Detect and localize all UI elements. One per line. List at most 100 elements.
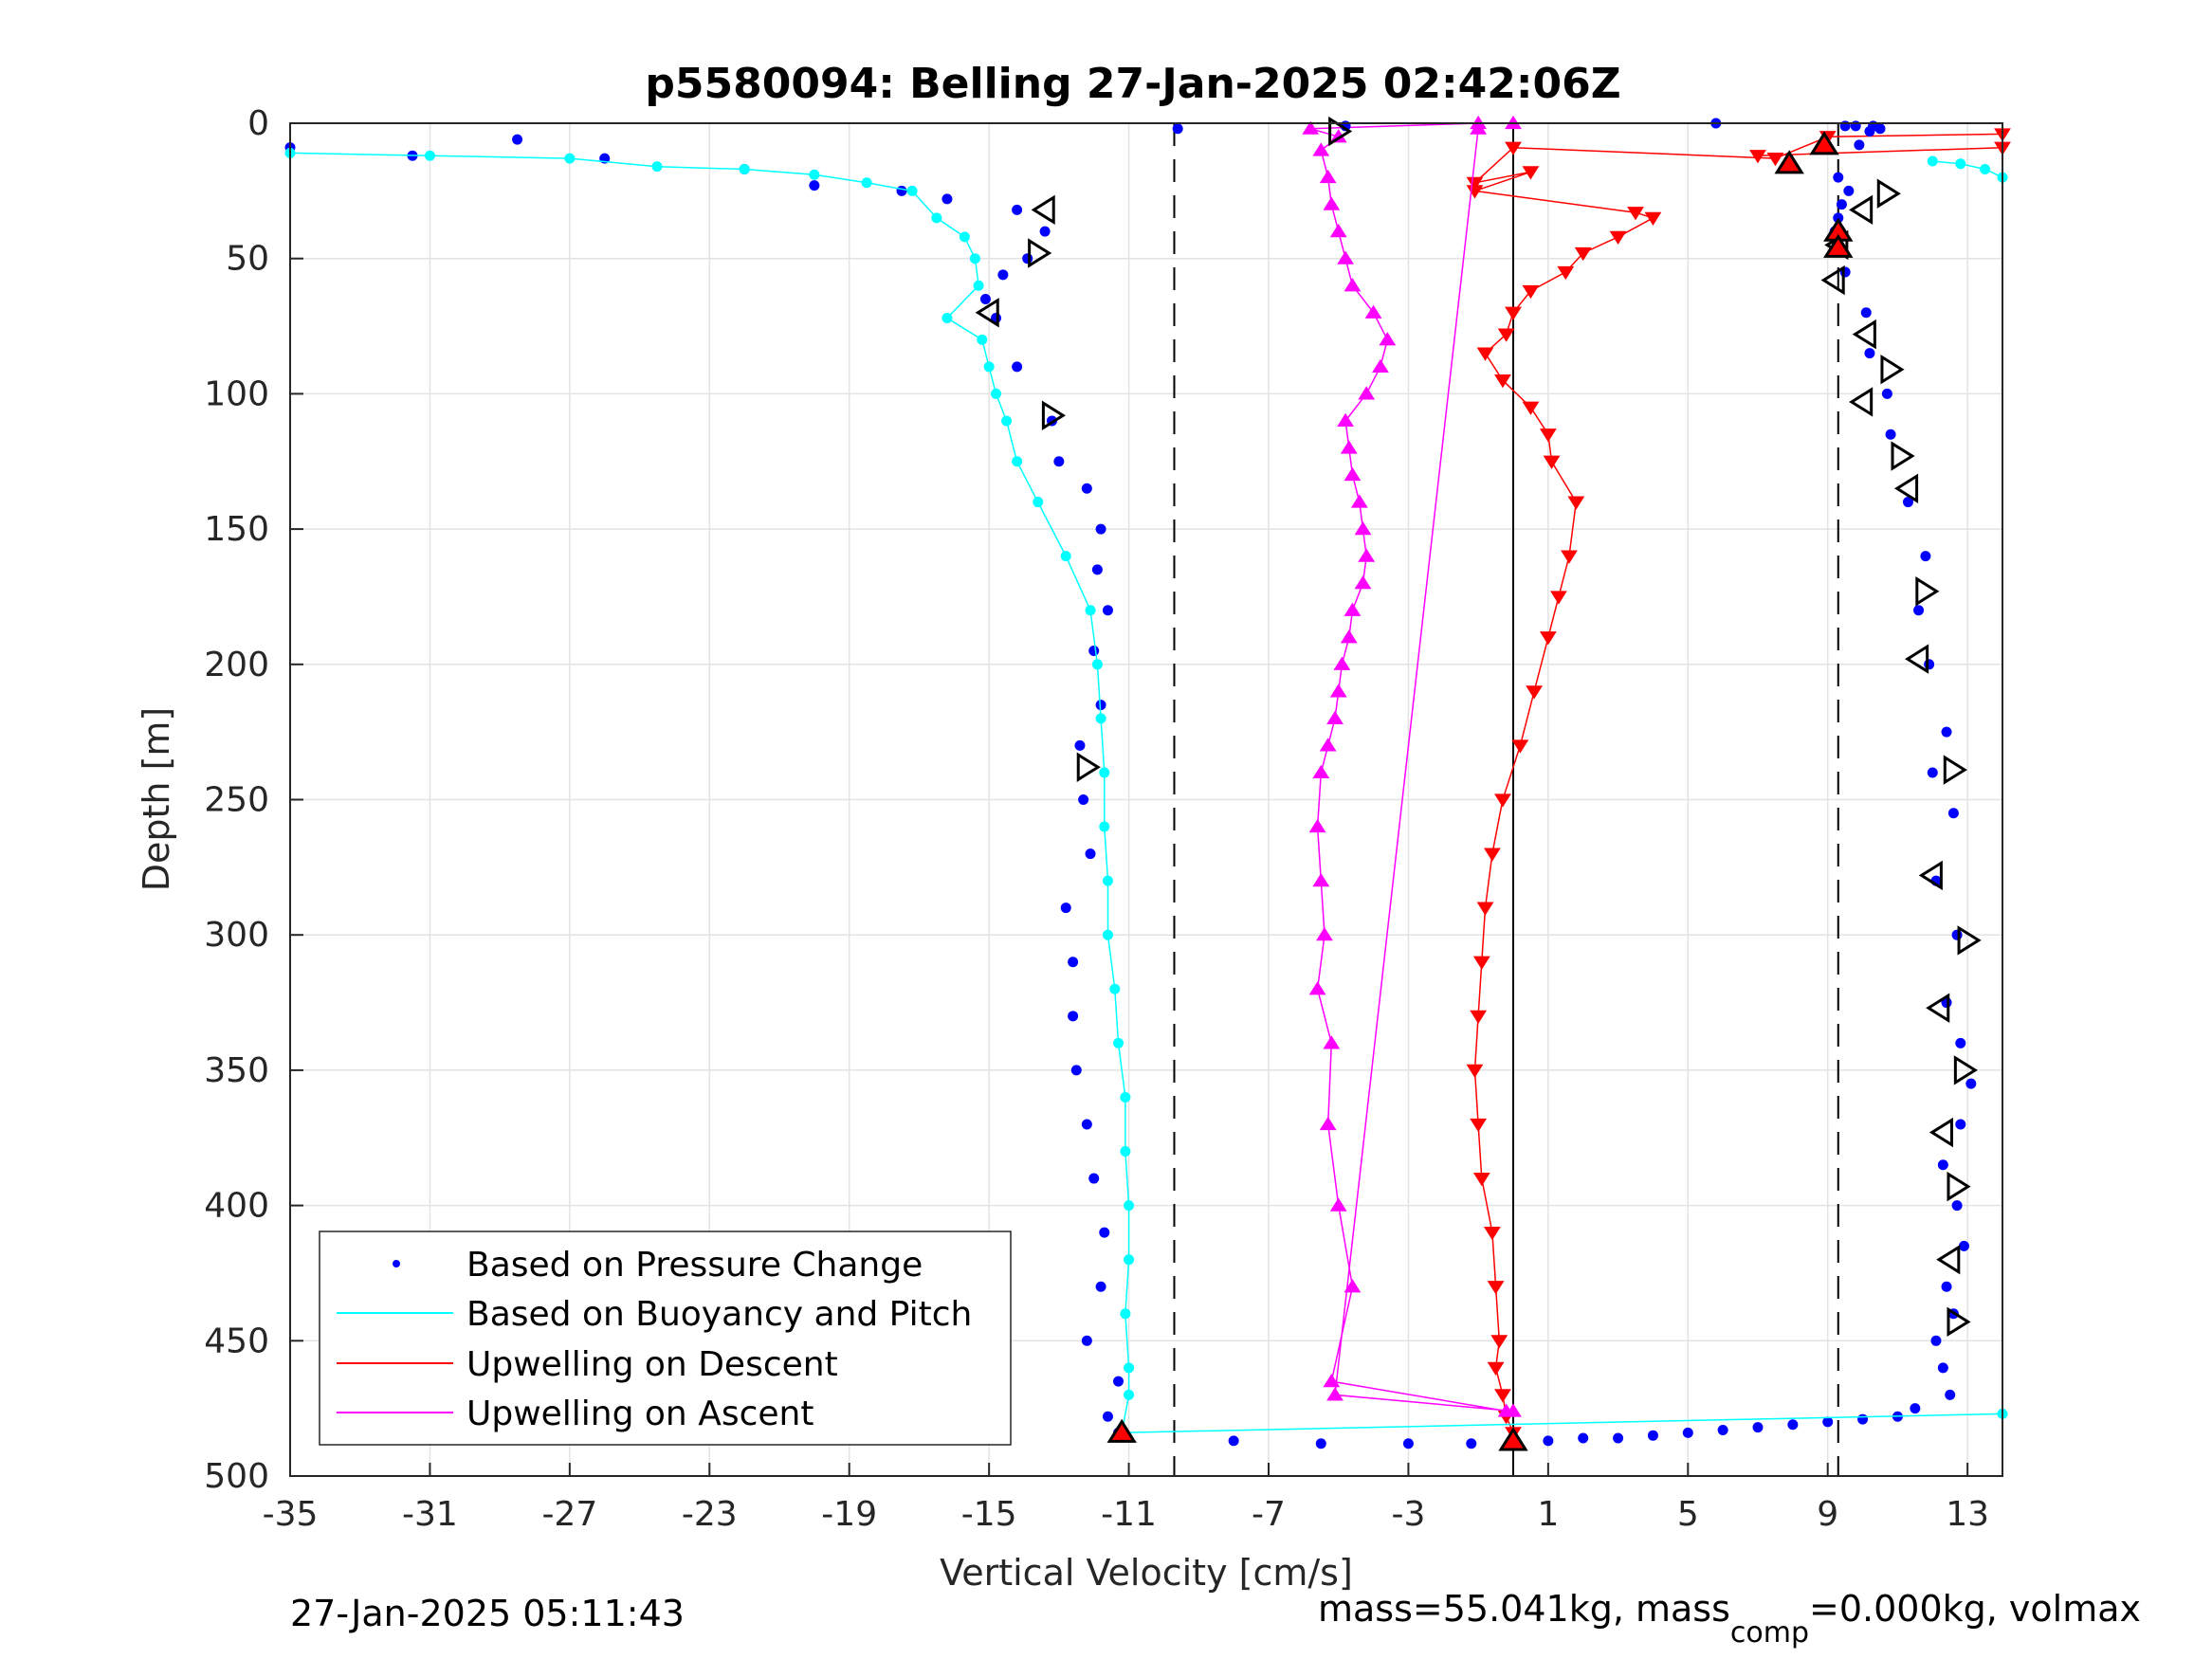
data-point xyxy=(1095,713,1106,724)
x-tick-label: -23 xyxy=(682,1495,738,1534)
data-point xyxy=(1494,793,1511,808)
legend-box xyxy=(319,1231,1012,1446)
data-point xyxy=(1522,284,1540,300)
data-point xyxy=(1228,1435,1239,1447)
data-point xyxy=(1340,629,1358,644)
x-tick-label: -31 xyxy=(402,1495,458,1534)
data-point xyxy=(1910,1403,1921,1414)
footer-timestamp: 27-Jan-2025 05:11:43 xyxy=(290,1593,685,1634)
data-point xyxy=(1958,1240,1969,1251)
data-point xyxy=(1857,1413,1869,1425)
data-point xyxy=(1323,1373,1341,1388)
open-triangle-marker xyxy=(1918,860,1943,891)
footer-mass-main: mass=55.041kg, mass xyxy=(1318,1588,1730,1630)
data-point xyxy=(1539,631,1557,646)
data-point xyxy=(1074,739,1086,751)
data-point xyxy=(1836,199,1847,210)
data-point xyxy=(1937,1159,1948,1171)
data-point xyxy=(1476,902,1494,916)
data-point xyxy=(1081,1119,1092,1130)
data-point xyxy=(1717,1424,1728,1435)
series-upwelling-on-descent xyxy=(1466,128,2011,1441)
open-triangle-marker xyxy=(1880,355,1905,385)
data-point xyxy=(1472,1172,1490,1187)
y-tick-label: 400 xyxy=(204,1187,269,1226)
x-tick-label: 13 xyxy=(1946,1495,1989,1534)
y-tick-label: 250 xyxy=(204,781,269,820)
data-point xyxy=(1344,1279,1362,1293)
data-point xyxy=(1319,738,1337,752)
data-point xyxy=(1487,1281,1505,1295)
data-point xyxy=(1924,659,1935,670)
data-point xyxy=(1358,548,1376,562)
data-point xyxy=(1543,1435,1554,1447)
y-tick-label: 350 xyxy=(204,1051,269,1090)
legend-label-descent: Upwelling on Descent xyxy=(466,1345,838,1384)
series-line xyxy=(1122,1413,2003,1434)
data-point xyxy=(1172,123,1183,135)
data-point xyxy=(1344,278,1362,292)
data-point xyxy=(1095,1281,1106,1292)
data-point xyxy=(1578,1432,1589,1444)
data-point xyxy=(959,231,970,243)
data-point xyxy=(424,150,435,161)
series-line xyxy=(1932,160,2003,178)
data-point xyxy=(1012,361,1023,373)
data-point xyxy=(1354,520,1372,536)
legend-label-pressure: Based on Pressure Change xyxy=(466,1246,923,1285)
y-tick-label: 50 xyxy=(226,240,269,279)
data-point xyxy=(1470,1010,1488,1024)
data-point xyxy=(983,361,995,373)
data-point xyxy=(1120,1308,1131,1320)
y-tick-label: 100 xyxy=(204,374,269,413)
data-point xyxy=(1955,1037,1966,1048)
data-point xyxy=(1312,764,1330,779)
data-point xyxy=(1329,1197,1347,1212)
data-point xyxy=(1930,1335,1942,1346)
data-point xyxy=(1567,496,1585,510)
data-point xyxy=(1068,1011,1079,1022)
data-point xyxy=(1543,455,1561,469)
data-point xyxy=(809,169,820,180)
data-point xyxy=(1466,176,1484,191)
data-point xyxy=(1102,605,1113,616)
open-triangle-marker xyxy=(1891,441,1915,471)
data-point xyxy=(1402,1438,1414,1449)
data-point xyxy=(1326,710,1344,724)
data-point xyxy=(1574,246,1592,262)
data-point xyxy=(1120,1146,1131,1158)
data-point xyxy=(1358,386,1376,400)
data-point xyxy=(1955,1119,1966,1130)
open-triangle-marker xyxy=(1957,925,1982,956)
reference-lines xyxy=(1173,123,1839,1476)
data-point xyxy=(1483,848,1501,862)
x-tick-label: -7 xyxy=(1252,1495,1286,1534)
y-tick-label: 200 xyxy=(204,646,269,684)
data-point xyxy=(1308,981,1326,995)
data-point xyxy=(1647,1430,1658,1441)
data-point xyxy=(1483,1227,1501,1241)
y-tick-label: 0 xyxy=(247,104,269,143)
x-tick-label: -27 xyxy=(541,1495,597,1534)
data-point xyxy=(1095,700,1106,711)
data-point xyxy=(1822,1416,1834,1428)
data-point xyxy=(1109,983,1121,994)
data-point xyxy=(1068,957,1079,968)
series-layer xyxy=(284,115,2011,1449)
footer-mass-tail: =0.000kg, volmax xyxy=(1809,1588,2141,1630)
open-triangle-marker xyxy=(975,298,999,328)
data-point xyxy=(1941,726,1952,738)
data-point xyxy=(1078,794,1089,805)
data-point xyxy=(1081,483,1092,494)
data-point xyxy=(991,388,1002,399)
data-point xyxy=(1947,808,1959,819)
data-point xyxy=(1085,605,1096,616)
data-point xyxy=(1113,1376,1124,1387)
data-point xyxy=(1099,821,1110,832)
legend-marker-pressure xyxy=(393,1260,400,1267)
data-point xyxy=(1091,659,1103,670)
data-point xyxy=(969,253,980,264)
open-triangle-marker xyxy=(1893,473,1919,503)
filled-triangle-marker xyxy=(1774,150,1804,174)
open-triangle-marker xyxy=(1849,387,1874,417)
